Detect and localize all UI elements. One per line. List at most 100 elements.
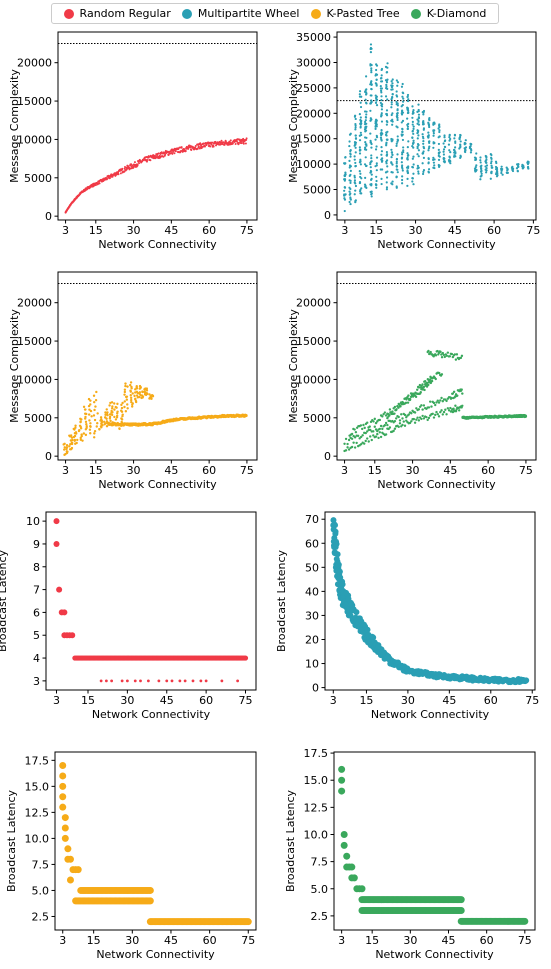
data-point xyxy=(359,105,363,109)
data-point xyxy=(106,177,109,180)
data-point xyxy=(380,99,383,102)
data-point xyxy=(386,98,389,101)
y-tick-label: 60 xyxy=(305,537,319,550)
data-point xyxy=(411,116,414,119)
data-point xyxy=(370,634,377,641)
data-point xyxy=(417,113,421,116)
data-point xyxy=(385,150,388,154)
data-point xyxy=(231,142,234,145)
data-point xyxy=(379,424,383,428)
data-point xyxy=(439,399,442,402)
data-point xyxy=(375,68,378,72)
data-point xyxy=(444,408,447,411)
legend-marker xyxy=(181,8,192,19)
data-point xyxy=(69,434,73,437)
x-axis-label: Network Connectivity xyxy=(96,948,215,961)
data-point xyxy=(391,78,394,81)
data-point xyxy=(385,85,388,88)
data-point xyxy=(145,391,148,395)
data-point xyxy=(526,166,530,169)
data-point xyxy=(427,416,431,420)
data-point xyxy=(343,852,351,860)
plot-marks xyxy=(59,762,252,926)
data-point xyxy=(460,388,463,391)
data-point xyxy=(430,380,433,383)
data-point xyxy=(349,165,352,168)
data-point xyxy=(90,415,93,418)
data-point xyxy=(397,425,400,429)
plot-frame xyxy=(333,751,536,931)
data-point xyxy=(80,433,83,436)
x-axis-label: Network Connectivity xyxy=(375,948,494,961)
data-point xyxy=(406,111,410,115)
data-point xyxy=(114,405,117,409)
data-point xyxy=(360,119,363,122)
data-point xyxy=(242,142,245,145)
data-point xyxy=(69,439,73,442)
data-point xyxy=(426,418,429,422)
data-point xyxy=(423,379,427,383)
data-point xyxy=(469,151,473,154)
data-point xyxy=(82,405,86,409)
data-point xyxy=(380,67,384,71)
data-point xyxy=(89,432,92,435)
x-tick-label: 30 xyxy=(125,934,139,947)
data-point xyxy=(381,427,384,431)
data-point xyxy=(494,160,498,163)
data-point xyxy=(416,167,420,170)
data-point xyxy=(369,43,373,46)
data-point xyxy=(373,425,376,428)
data-point xyxy=(130,163,133,166)
data-point xyxy=(401,119,405,122)
data-point xyxy=(375,104,379,107)
data-point xyxy=(110,679,114,683)
x-axis-label: Network Connectivity xyxy=(98,238,217,251)
data-point xyxy=(500,165,503,168)
data-point xyxy=(413,394,416,397)
data-point xyxy=(369,109,372,112)
data-point xyxy=(386,87,389,90)
data-point xyxy=(94,184,97,187)
plot-frame xyxy=(336,31,537,221)
y-tick-label: 6 xyxy=(33,606,40,619)
data-point xyxy=(427,134,430,137)
data-point xyxy=(400,110,404,113)
data-point xyxy=(432,134,435,137)
data-point xyxy=(391,118,394,121)
x-tick-label: 60 xyxy=(480,934,494,947)
data-point xyxy=(490,166,493,169)
chart-panel-8: 3 15 30 45 60 75 2.5 5.0 7.5 10.0 12.5 15.0 17.5 Netw… xyxy=(284,747,536,961)
y-tick-label: 7.5 xyxy=(311,856,329,869)
data-point xyxy=(379,89,383,92)
data-point xyxy=(437,401,441,404)
data-point xyxy=(443,355,447,359)
data-point xyxy=(369,169,372,173)
data-point xyxy=(429,350,432,354)
data-point xyxy=(422,168,426,172)
y-tick-label: 10000 xyxy=(17,373,52,386)
data-point xyxy=(455,353,459,356)
data-point xyxy=(401,178,404,182)
data-point xyxy=(349,192,352,195)
data-point xyxy=(121,413,124,416)
data-point xyxy=(415,418,418,421)
data-point xyxy=(404,401,408,404)
data-point xyxy=(454,152,457,155)
data-point xyxy=(380,150,384,153)
data-point xyxy=(59,793,67,801)
data-point xyxy=(133,161,136,164)
data-point xyxy=(451,355,455,359)
data-point xyxy=(88,419,91,422)
data-point xyxy=(450,396,453,400)
data-point xyxy=(442,353,446,357)
data-point xyxy=(432,141,435,144)
data-point xyxy=(521,163,524,166)
data-point xyxy=(93,418,97,422)
data-point xyxy=(432,146,435,149)
data-point xyxy=(432,132,435,135)
data-point xyxy=(63,442,66,446)
data-point xyxy=(240,142,243,145)
data-point xyxy=(391,123,394,126)
data-point xyxy=(400,121,403,124)
y-tick-label: 5000 xyxy=(24,172,52,185)
